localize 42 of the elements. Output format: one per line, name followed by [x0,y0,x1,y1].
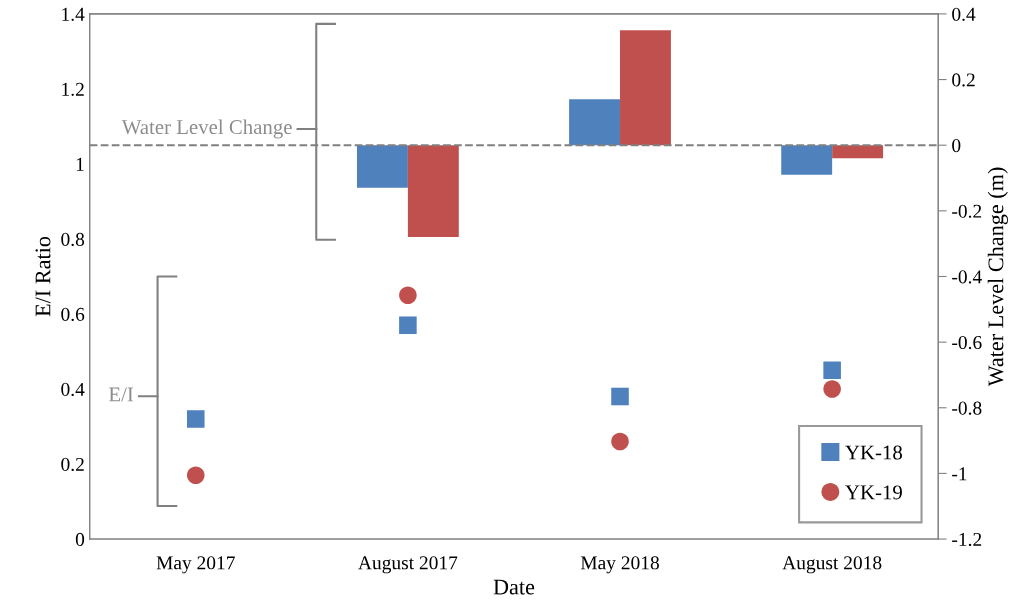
bar [620,30,671,146]
point [823,361,841,380]
x-tick-label: August 2018 [782,556,882,574]
y2-tick-label: 0.4 [952,7,976,21]
point [611,432,629,451]
x-axis-title: Date [493,579,535,595]
y2-tick-label: -0.4 [952,270,982,284]
point [186,410,205,428]
legend-label: YK-19 [845,485,902,500]
y2-tick-label: -1.2 [952,532,982,547]
y2-tick-label: 0.2 [952,73,975,87]
legend-label: YK-18 [845,445,902,460]
y2-axis-title: Water Level Change (m) [987,167,1008,387]
point [399,316,417,335]
y2-tick-label: -0.8 [952,401,982,415]
annotation: Water Level Change [121,119,292,139]
point [611,387,629,406]
bar [781,145,833,175]
y-tick-label: 1.2 [62,82,84,96]
y-tick-label: 0 [75,532,85,546]
point [823,380,841,398]
y2-tick-label: -1 [952,467,967,481]
y-tick-label: 0.6 [61,307,85,322]
point [399,286,417,305]
bar [356,145,408,188]
point [186,466,205,485]
y-tick-label: 0.2 [61,457,84,472]
bar [407,145,459,238]
annotation: E/I [108,387,134,402]
x-tick-label: May 2017 [156,556,235,574]
y-tick-label: 0.8 [61,232,85,246]
y-tick-label: 1 [76,157,84,171]
x-tick-label: May 2018 [580,556,659,574]
y2-tick-label: -0.2 [952,204,982,218]
bar [569,99,621,146]
bar [832,145,884,159]
y2-tick-label: 0 [952,139,961,153]
y-tick-label: 1.4 [62,7,85,21]
y-axis-title: E/I Ratio [35,236,51,317]
y-tick-label: 0.4 [61,382,85,397]
y2-tick-label: -0.6 [952,335,982,350]
x-tick-label: August 2017 [358,556,458,574]
